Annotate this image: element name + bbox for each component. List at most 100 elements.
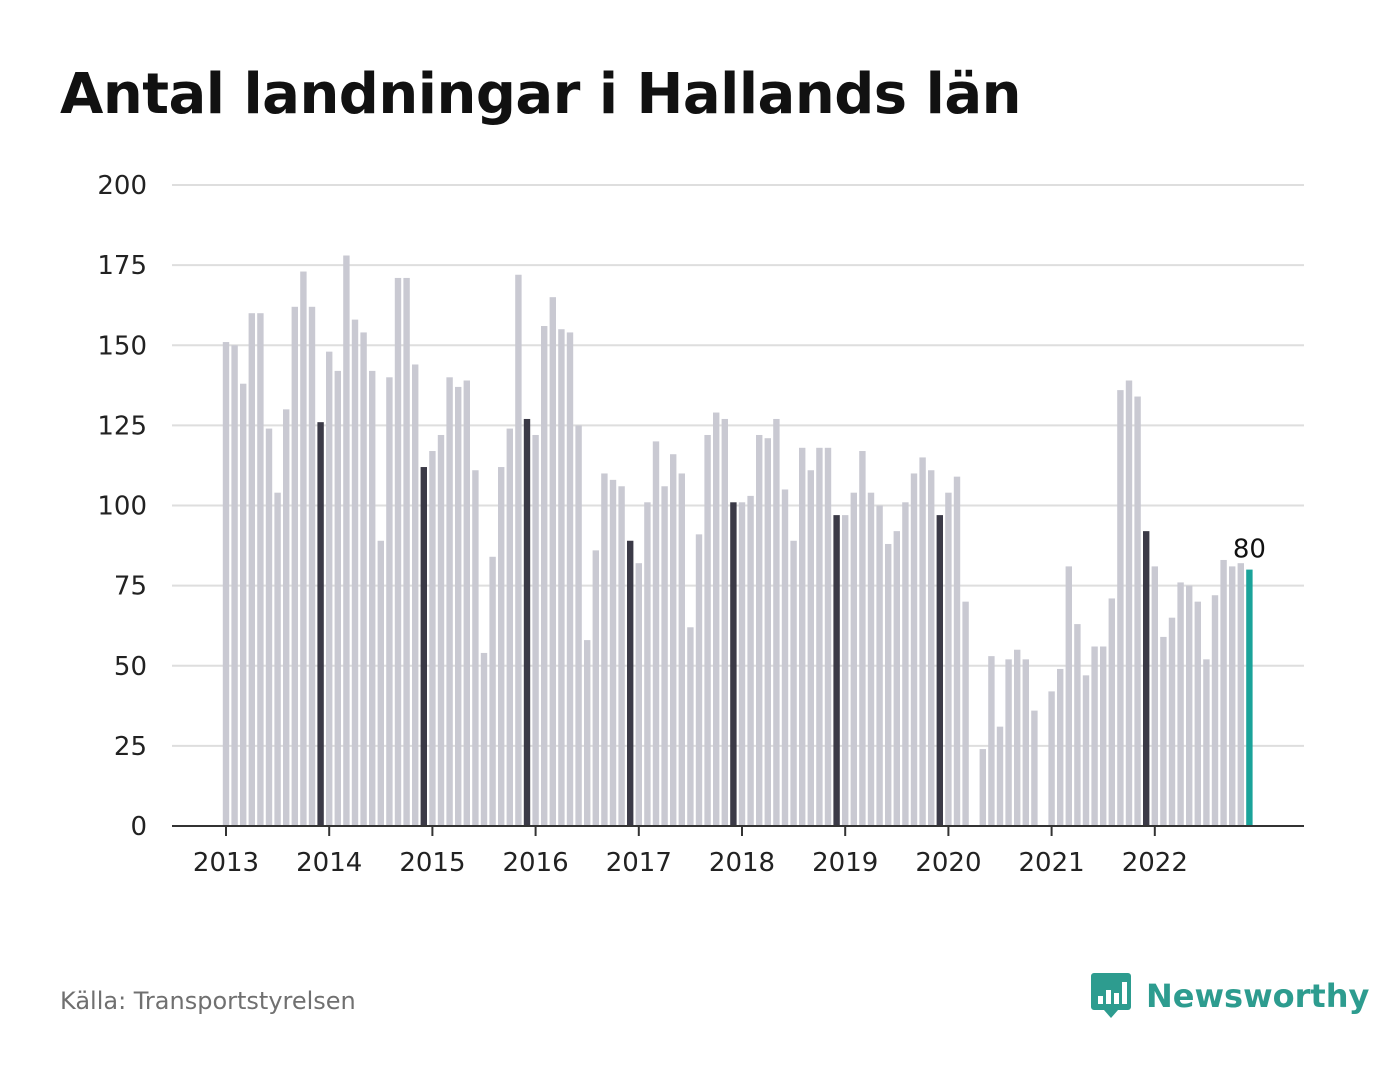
x-tick-label: 2015 xyxy=(399,848,465,878)
brand-name: Newsworthy xyxy=(1146,977,1370,1015)
bar xyxy=(721,418,728,826)
bar xyxy=(394,277,402,826)
x-tick-label: 2022 xyxy=(1122,848,1188,878)
bar xyxy=(885,543,892,826)
bar xyxy=(326,351,333,826)
bar xyxy=(360,332,367,826)
bar xyxy=(670,454,677,826)
bar xyxy=(988,656,995,826)
bar xyxy=(1048,691,1055,826)
bar xyxy=(747,495,754,826)
bar xyxy=(1091,646,1098,826)
bar xyxy=(962,601,969,826)
bar xyxy=(627,540,634,826)
source-note: Källa: Transportstyrelsen xyxy=(60,987,356,1015)
y-tick-label: 0 xyxy=(130,812,147,842)
y-tick-label: 125 xyxy=(97,411,147,441)
x-tick-label: 2014 xyxy=(296,848,362,878)
bar xyxy=(799,447,806,826)
bar xyxy=(695,534,703,826)
bar xyxy=(386,377,393,826)
bar xyxy=(1160,636,1167,826)
bar xyxy=(1005,659,1012,826)
bar xyxy=(1100,646,1107,826)
bar xyxy=(867,492,875,826)
y-tick-label: 50 xyxy=(114,652,147,682)
bar xyxy=(1186,585,1193,826)
bar xyxy=(377,540,384,826)
bar xyxy=(1168,617,1176,826)
bar xyxy=(661,486,668,826)
bar xyxy=(1125,380,1133,826)
bar xyxy=(824,447,832,826)
bar xyxy=(979,749,986,826)
x-tick-label: 2017 xyxy=(606,848,672,878)
last-value-label: 80 xyxy=(1233,535,1266,565)
bar xyxy=(1057,668,1064,826)
x-tick-label: 2019 xyxy=(812,848,878,878)
bar xyxy=(369,370,376,826)
bar xyxy=(919,457,926,826)
bar xyxy=(704,434,711,826)
bar xyxy=(730,502,737,826)
bar xyxy=(953,476,961,826)
bar xyxy=(945,492,952,826)
y-tick-label: 75 xyxy=(114,572,147,602)
bar xyxy=(523,418,531,826)
bar xyxy=(343,255,350,826)
bar xyxy=(910,473,918,826)
bar xyxy=(601,473,608,826)
bar-chart-icon xyxy=(1091,973,1131,1018)
bar xyxy=(1203,659,1210,826)
bar xyxy=(446,377,453,826)
gridlines xyxy=(172,184,1304,747)
bar xyxy=(902,502,909,826)
y-tick-label: 200 xyxy=(97,171,147,201)
bar xyxy=(781,489,789,826)
bars xyxy=(222,255,1253,826)
bar xyxy=(764,438,771,826)
bar xyxy=(532,434,539,826)
bar xyxy=(515,274,522,826)
bar xyxy=(222,342,230,826)
y-axis-tick-labels: 0 25 50 75 100 125 150 175 200 xyxy=(97,171,147,842)
bar xyxy=(1031,710,1038,826)
bar xyxy=(859,451,866,826)
bar xyxy=(644,502,651,826)
bar xyxy=(1151,566,1158,826)
bar xyxy=(1229,566,1236,826)
bar xyxy=(592,550,599,826)
bar xyxy=(652,441,660,826)
bar xyxy=(928,470,935,826)
y-tick-label: 25 xyxy=(114,732,147,762)
bar xyxy=(996,726,1004,826)
bar xyxy=(618,486,625,826)
bar xyxy=(558,329,565,826)
bar xyxy=(1194,601,1201,826)
brand-logo[interactable]: Newsworthy xyxy=(1090,970,1369,1022)
bar xyxy=(713,412,720,826)
bar xyxy=(463,380,470,826)
bar xyxy=(283,409,290,826)
bar xyxy=(566,332,574,826)
x-tick-label: 2020 xyxy=(915,848,981,878)
y-tick-label: 175 xyxy=(97,251,147,281)
bar xyxy=(807,470,814,826)
bar xyxy=(498,467,505,826)
bar xyxy=(334,370,341,826)
x-axis-ticks xyxy=(225,826,1156,836)
bar xyxy=(893,531,900,826)
bar xyxy=(429,451,436,826)
chart-title: Antal landningar i Hallands län xyxy=(60,62,1021,127)
bar xyxy=(480,652,488,826)
bar xyxy=(1014,649,1021,826)
bar xyxy=(738,502,746,826)
bar xyxy=(575,425,582,826)
bar xyxy=(420,467,427,826)
bar xyxy=(816,447,823,826)
y-tick-label: 150 xyxy=(97,331,147,361)
bar xyxy=(257,313,264,826)
bar xyxy=(1108,598,1115,826)
bar xyxy=(1143,531,1150,826)
bar xyxy=(403,277,410,826)
